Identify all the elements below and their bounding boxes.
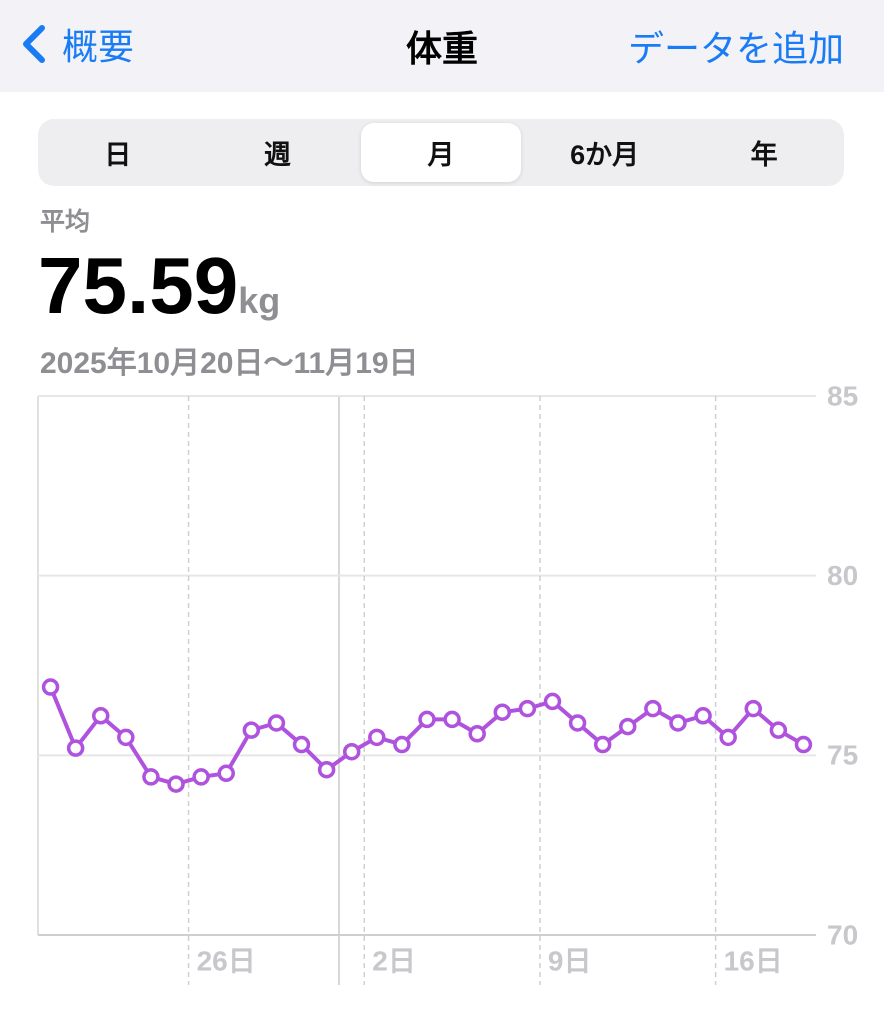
point (493, 703, 512, 721)
point (41, 678, 60, 696)
stat-number: 75.59 (38, 241, 239, 330)
x-tick-label: 9日 (548, 945, 592, 976)
point (769, 721, 788, 739)
y-tick-label: 70 (827, 919, 858, 950)
x-tick-label: 2日 (372, 945, 416, 976)
back-chevron (23, 25, 45, 63)
nav-title: 体重 (405, 28, 478, 69)
point (418, 710, 436, 729)
segment[interactable]: 年 (750, 140, 778, 170)
point (192, 768, 210, 786)
point (518, 699, 537, 718)
y-tick-label: 75 (827, 740, 858, 771)
point (292, 735, 311, 754)
point (317, 760, 336, 779)
point (543, 692, 562, 711)
point (393, 735, 411, 754)
point (167, 775, 185, 793)
point (142, 768, 160, 786)
segment[interactable]: 日 (104, 140, 132, 170)
point (267, 714, 286, 732)
stat-value: 75.59kg (38, 240, 280, 332)
y-tick-label: 85 (827, 380, 858, 411)
point (91, 707, 110, 725)
x-tick-label: 26日 (197, 945, 256, 976)
point (443, 710, 461, 729)
point (593, 735, 612, 754)
add-data-button[interactable]: データを追加 (627, 28, 844, 69)
line (48, 686, 805, 787)
stat-unit: kg (238, 280, 281, 321)
segment[interactable]: 月 (361, 123, 521, 182)
point (468, 725, 486, 743)
segment[interactable]: 週 (263, 140, 291, 170)
point (744, 699, 763, 718)
point (694, 707, 712, 725)
point (117, 728, 135, 747)
point (719, 728, 737, 747)
point (217, 764, 235, 783)
point (644, 699, 662, 718)
point (242, 721, 261, 739)
point (568, 714, 587, 732)
date-range: 2025年10月20日〜11月19日 (40, 347, 419, 380)
nav-bar: 概要 体重 データを追加 (0, 0, 884, 92)
back-label: 概要 (62, 26, 135, 67)
segmented-control: 日 週 月 6か月 年 (38, 119, 844, 186)
point (794, 735, 813, 754)
segment[interactable]: 6か月 (570, 140, 640, 170)
back-button[interactable]: 概要 (20, 18, 134, 70)
stat-label: 平均 (40, 208, 91, 236)
point (669, 714, 687, 732)
y-tick-label: 80 (827, 560, 858, 591)
x-tick-label: 16日 (724, 945, 783, 976)
point (619, 717, 637, 736)
point (368, 728, 386, 747)
point (342, 742, 361, 761)
point (66, 739, 85, 757)
